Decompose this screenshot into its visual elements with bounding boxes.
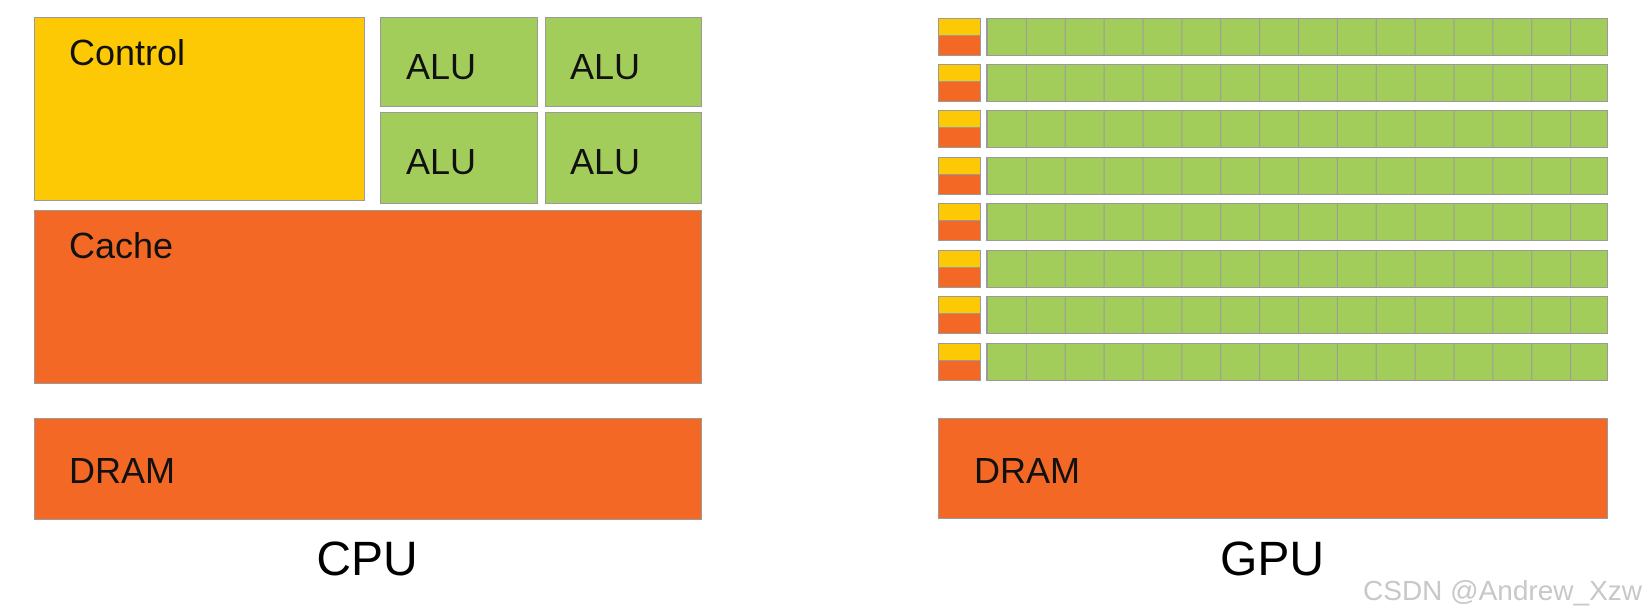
cpu-alu-label: ALU <box>406 46 477 87</box>
gpu-control-cache-block <box>938 64 981 102</box>
gpu-dram-block: DRAM <box>938 418 1608 519</box>
gpu-alu-row <box>986 203 1608 241</box>
cpu-dram-block: DRAM <box>34 418 702 520</box>
gpu-control-cache-block <box>938 203 981 241</box>
cpu-dram-label: DRAM <box>69 450 175 491</box>
gpu-alu-row <box>986 110 1608 148</box>
cpu-alu-label: ALU <box>570 46 641 87</box>
gpu-control-cache-block <box>938 110 981 148</box>
cpu-alu-block: ALU <box>545 17 702 107</box>
cpu-control-block: Control <box>34 17 365 201</box>
gpu-control-cache-block <box>938 343 981 381</box>
gpu-control-cache-block <box>938 250 981 288</box>
cpu-caption: CPU <box>316 533 418 586</box>
gpu-alu-row <box>986 250 1608 288</box>
gpu-control-cache-block <box>938 296 981 334</box>
gpu-control-cache-block <box>938 18 981 56</box>
cpu-cache-label: Cache <box>69 225 174 266</box>
gpu-caption: GPU <box>1219 533 1325 586</box>
gpu-alu-row <box>986 343 1608 381</box>
gpu-dram-label: DRAM <box>974 450 1080 491</box>
watermark-text: CSDN @Andrew_Xzw <box>1363 575 1642 606</box>
cpu-alu-label: ALU <box>570 141 641 182</box>
cpu-cache-block: Cache <box>34 210 702 384</box>
gpu-alu-row <box>986 296 1608 334</box>
gpu-alu-row <box>986 64 1608 102</box>
cpu-alu-block: ALU <box>380 112 538 204</box>
cpu-alu-block: ALU <box>545 112 702 204</box>
gpu-control-cache-block <box>938 157 981 195</box>
cpu-alu-label: ALU <box>406 141 477 182</box>
gpu-alu-row <box>986 18 1608 56</box>
cpu-alu-block: ALU <box>380 17 538 107</box>
gpu-alu-row <box>986 157 1608 195</box>
cpu-control-label: Control <box>69 32 186 73</box>
